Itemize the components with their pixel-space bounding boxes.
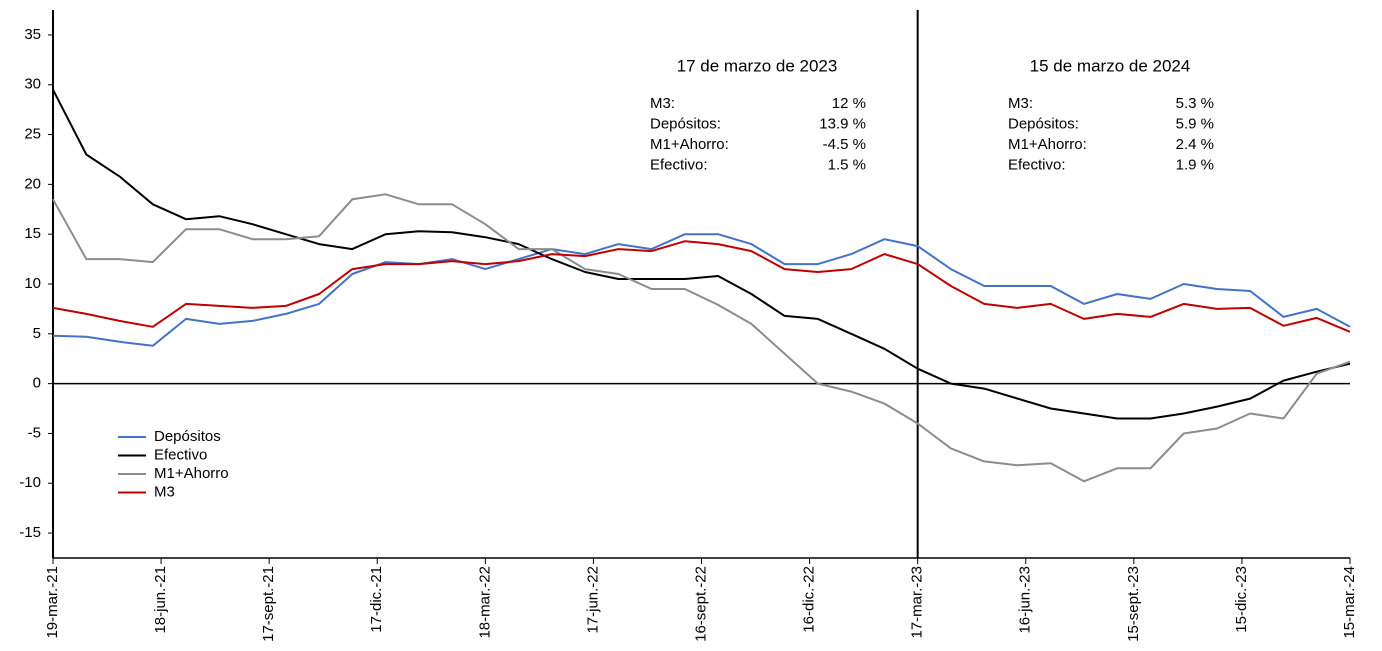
x-tick-label: 17-jun.-22 (584, 566, 601, 634)
legend-label: Depósitos (154, 428, 221, 445)
series-line (52, 233, 1351, 347)
annotation-value: 5.3 % (1176, 95, 1214, 112)
x-tick-label: 17-mar.-23 (909, 566, 926, 639)
y-tick-label: 15 (24, 225, 41, 242)
annotation-value: 5.9 % (1176, 115, 1214, 132)
annotation-label: Depósitos: (650, 115, 721, 132)
annotation-value: 1.9 % (1176, 156, 1214, 173)
x-tick-label: 16-sept.-22 (692, 566, 709, 642)
x-tick-label: 19-mar.-21 (44, 566, 61, 639)
x-tick-label: 15-sept.-23 (1125, 566, 1142, 642)
x-tick-label: 16-jun.-23 (1017, 566, 1034, 634)
series-line (52, 89, 1351, 420)
x-tick-label: 18-jun.-21 (152, 566, 169, 634)
annotation-value: -4.5 % (823, 136, 866, 153)
annotation-title: 17 de marzo de 2023 (677, 56, 838, 75)
annotation-value: 13.9 % (819, 115, 866, 132)
y-tick-label: -10 (19, 474, 41, 491)
annotation-value: 2.4 % (1176, 136, 1214, 153)
legend-label: M3 (154, 483, 175, 500)
series-line (52, 193, 1351, 483)
x-tick-label: 15-mar.-24 (1341, 566, 1358, 639)
y-tick-label: 35 (24, 26, 41, 43)
y-tick-label: -5 (28, 424, 41, 441)
x-tick-label: 17-sept.-21 (260, 566, 277, 642)
y-tick-label: 20 (24, 175, 41, 192)
x-tick-label: 17-dic.-21 (368, 566, 385, 633)
x-tick-label: 16-dic.-22 (801, 566, 818, 633)
annotation-label: M1+Ahorro: (650, 136, 729, 153)
legend-label: M1+Ahorro (154, 465, 229, 482)
y-tick-label: 0 (33, 375, 41, 392)
annotation-label: Efectivo: (650, 156, 708, 173)
annotation-value: 12 % (832, 95, 866, 112)
annotation-label: Efectivo: (1008, 156, 1066, 173)
annotation-label: M1+Ahorro: (1008, 136, 1087, 153)
y-tick-label: 30 (24, 76, 41, 93)
annotation-label: M3: (1008, 95, 1033, 112)
y-tick-label: 5 (33, 325, 41, 342)
legend-label: Efectivo (154, 446, 207, 463)
annotation-label: Depósitos: (1008, 115, 1079, 132)
series-line (52, 240, 1351, 333)
x-tick-label: 15-dic.-23 (1233, 566, 1250, 633)
y-tick-label: -15 (19, 524, 41, 541)
x-tick-label: 18-mar.-22 (476, 566, 493, 639)
annotation-label: M3: (650, 95, 675, 112)
y-tick-label: 10 (24, 275, 41, 292)
y-tick-label: 25 (24, 126, 41, 143)
annotation-value: 1.5 % (828, 156, 866, 173)
annotation-title: 15 de marzo de 2024 (1030, 56, 1191, 75)
